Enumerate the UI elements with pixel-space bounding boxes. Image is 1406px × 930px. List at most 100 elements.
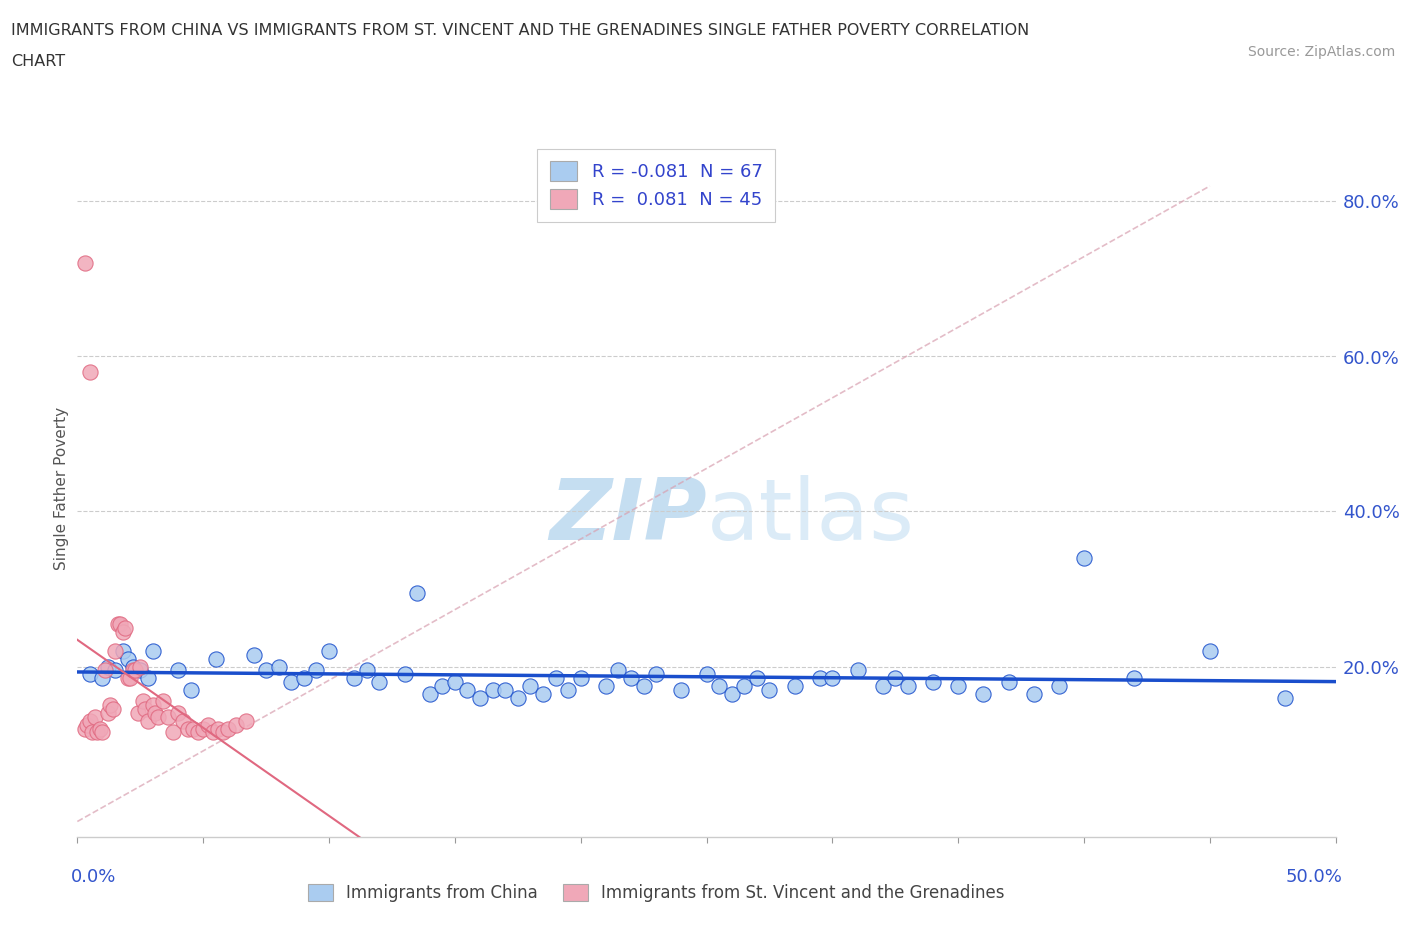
Point [633, 679, 655, 694]
Point [997, 674, 1019, 689]
Point [73, 721, 96, 736]
Point [758, 683, 780, 698]
Point [1199, 644, 1222, 658]
Point [846, 663, 869, 678]
Point [406, 586, 429, 601]
Point [101, 702, 124, 717]
Point [121, 659, 143, 674]
Point [720, 686, 742, 701]
Text: Source: ZipAtlas.com: Source: ZipAtlas.com [1247, 45, 1395, 59]
Point [117, 651, 139, 666]
Y-axis label: Single Father Poverty: Single Father Poverty [53, 406, 69, 570]
Point [707, 679, 730, 694]
Point [531, 686, 554, 701]
Point [1274, 690, 1296, 705]
Point [94, 663, 117, 678]
Point [86, 725, 108, 740]
Text: IMMIGRANTS FROM CHINA VS IMMIGRANTS FROM ST. VINCENT AND THE GRENADINES SINGLE F: IMMIGRANTS FROM CHINA VS IMMIGRANTS FROM… [11, 23, 1029, 38]
Point [948, 679, 970, 694]
Point [972, 686, 994, 701]
Point [1073, 551, 1095, 565]
Point [481, 683, 503, 698]
Point [456, 683, 478, 698]
Point [212, 725, 235, 740]
Point [242, 647, 264, 662]
Point [129, 663, 152, 678]
Point [645, 667, 668, 682]
Point [111, 624, 134, 639]
Point [98, 698, 121, 712]
Point [143, 706, 166, 721]
Point [129, 659, 152, 674]
Point [557, 683, 579, 698]
Point [127, 706, 149, 721]
Point [595, 679, 617, 694]
Legend: Immigrants from China, Immigrants from St. Vincent and the Grenadines: Immigrants from China, Immigrants from S… [298, 874, 1015, 912]
Point [292, 671, 315, 685]
Point [82, 725, 104, 740]
Point [671, 683, 693, 698]
Point [177, 721, 200, 736]
Point [142, 644, 165, 658]
Point [821, 671, 844, 685]
Point [104, 663, 127, 678]
Point [181, 721, 204, 736]
Point [136, 713, 159, 728]
Point [217, 721, 239, 736]
Point [124, 663, 146, 678]
Point [79, 667, 101, 682]
Point [506, 690, 529, 705]
Point [152, 694, 174, 709]
Point [96, 659, 118, 674]
Point [104, 644, 127, 658]
Point [84, 710, 107, 724]
Point [254, 663, 277, 678]
Point [167, 706, 190, 721]
Point [872, 679, 894, 694]
Point [922, 674, 945, 689]
Point [91, 725, 114, 740]
Point [202, 725, 225, 740]
Point [207, 721, 229, 736]
Text: atlas: atlas [707, 474, 914, 558]
Point [187, 725, 209, 740]
Point [368, 674, 391, 689]
Point [79, 713, 101, 728]
Point [419, 686, 441, 701]
Point [114, 620, 136, 635]
Point [267, 659, 290, 674]
Point [142, 698, 165, 712]
Point [884, 671, 907, 685]
Point [117, 671, 139, 685]
Point [305, 663, 328, 678]
Point [79, 365, 101, 379]
Point [172, 713, 194, 728]
Point [76, 717, 98, 732]
Point [162, 725, 184, 740]
Point [121, 663, 143, 678]
Point [1022, 686, 1045, 701]
Point [91, 671, 114, 685]
Point [120, 671, 142, 685]
Point [569, 671, 592, 685]
Point [783, 679, 806, 694]
Point [156, 710, 179, 724]
Point [96, 706, 118, 721]
Point [519, 679, 541, 694]
Point [432, 679, 454, 694]
Point [89, 721, 111, 736]
Point [468, 690, 491, 705]
Point [696, 667, 718, 682]
Point [808, 671, 831, 685]
Point [167, 663, 190, 678]
Point [280, 674, 302, 689]
Point [191, 721, 215, 736]
Text: ZIP: ZIP [548, 474, 707, 558]
Point [108, 617, 131, 631]
Point [1123, 671, 1146, 685]
Text: 0.0%: 0.0% [72, 869, 117, 886]
Point [225, 717, 247, 732]
Point [180, 683, 202, 698]
Point [607, 663, 630, 678]
Point [745, 671, 768, 685]
